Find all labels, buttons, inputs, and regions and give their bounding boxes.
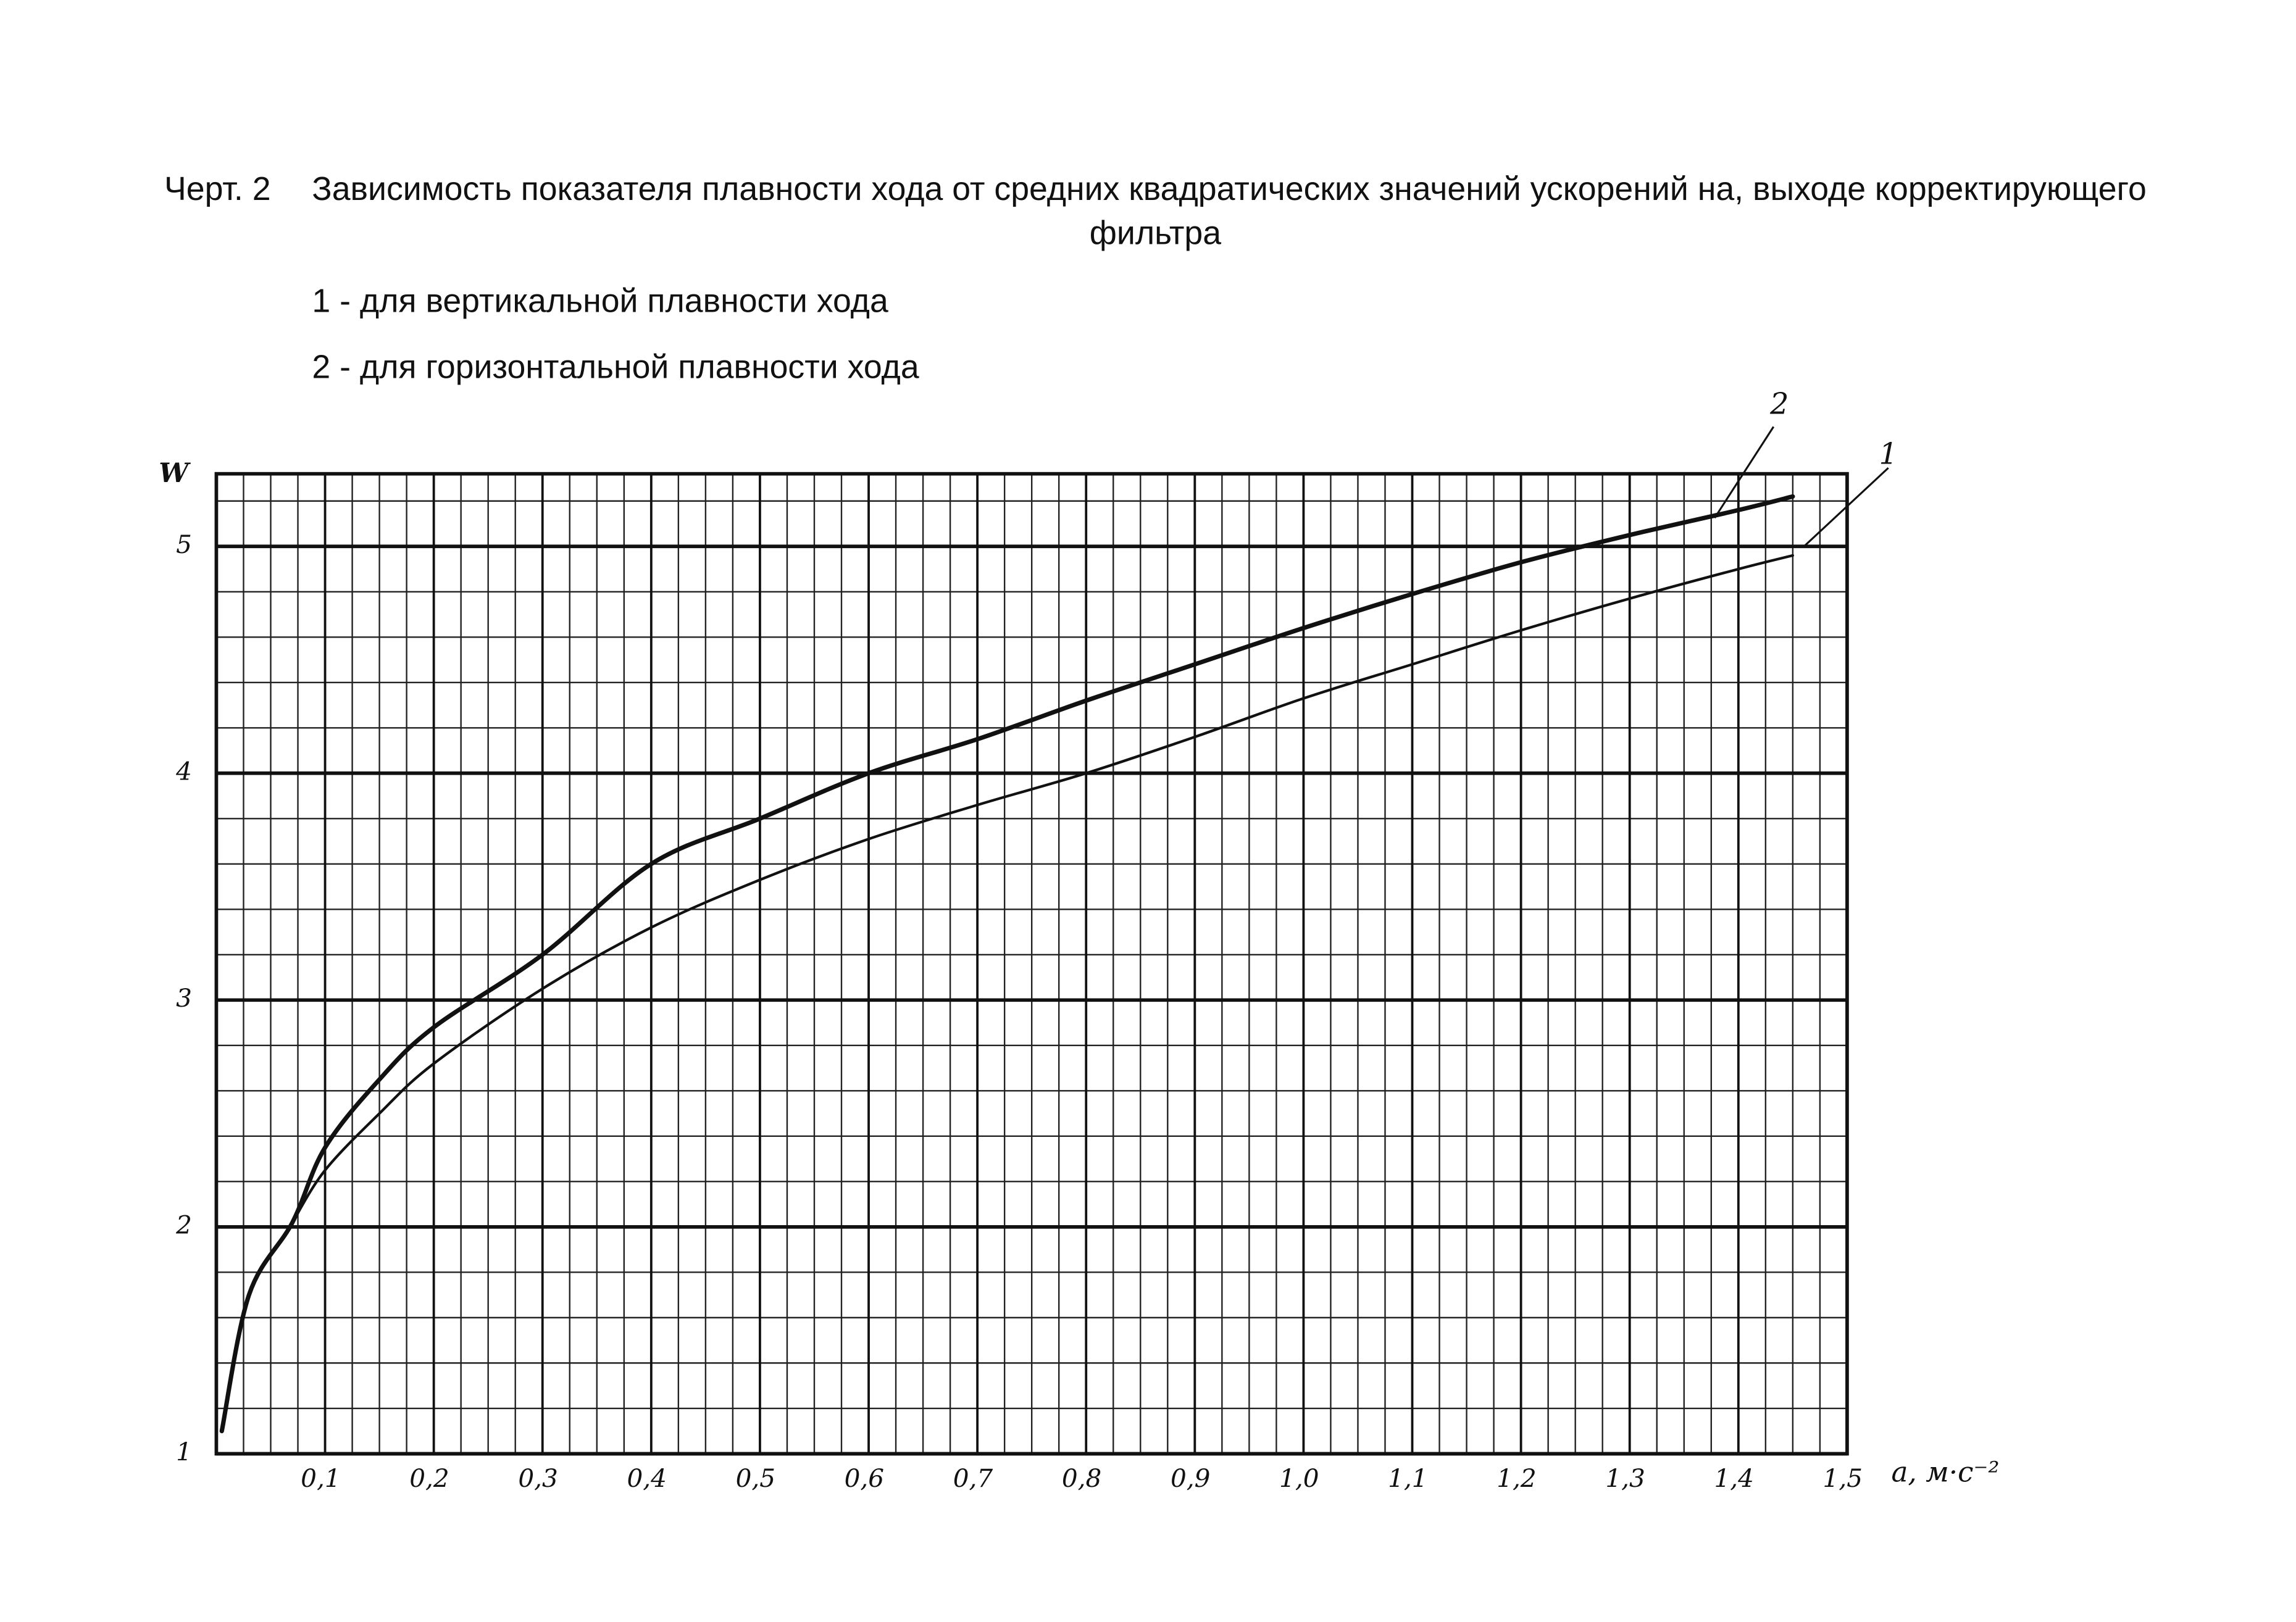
x-tick-label: 1,0 [1279,1463,1319,1493]
x-tick-label: 0,5 [736,1463,775,1493]
y-tick-label: 1 [176,1437,192,1466]
legend-entry: 2 - для горизонтальной плавности хода [312,349,919,386]
y-tick-label: 2 [175,1210,192,1239]
x-tick-label: 1,3 [1605,1463,1645,1493]
curve [291,554,1795,1224]
x-tick-label: 0,6 [845,1463,884,1493]
x-tick-label: 0,1 [301,1463,340,1493]
chart-header: Черт. 2 Зависимость показателя плавности … [140,168,2171,256]
leader-line [1714,426,1775,519]
curve-label: 2 [1769,387,1789,421]
x-tick-label: 0,4 [627,1463,666,1493]
x-tick-label: 1,4 [1714,1463,1753,1493]
x-tick-label: 0,3 [518,1463,557,1493]
legend-entry: 1 - для вертикальной плавности хода [312,282,888,320]
x-tick-label: 1,5 [1823,1463,1863,1493]
x-tick-label: 1,1 [1388,1463,1427,1493]
curve-label: 1 [1879,438,1898,472]
x-tick-label: 0,9 [1171,1463,1210,1493]
curve [219,494,1795,1434]
plot-frame [214,472,1849,1456]
x-tick-label: 0,2 [409,1463,449,1493]
x-tick-label: 0,7 [953,1463,993,1493]
figure-label: Черт. 2 [164,170,271,208]
y-tick-label: 5 [176,530,192,559]
chart-title: Зависимость показателя плавности хода от… [312,170,2147,252]
leader-line [1802,467,1889,548]
y-tick-label: 3 [176,983,192,1013]
y-tick-label: 4 [175,756,192,786]
x-tick-label: 0,8 [1062,1463,1101,1493]
y-axis-label: W [159,458,191,489]
x-axis-label: a, м·с⁻² [1891,1455,1999,1488]
x-tick-label: 1,2 [1497,1463,1536,1493]
